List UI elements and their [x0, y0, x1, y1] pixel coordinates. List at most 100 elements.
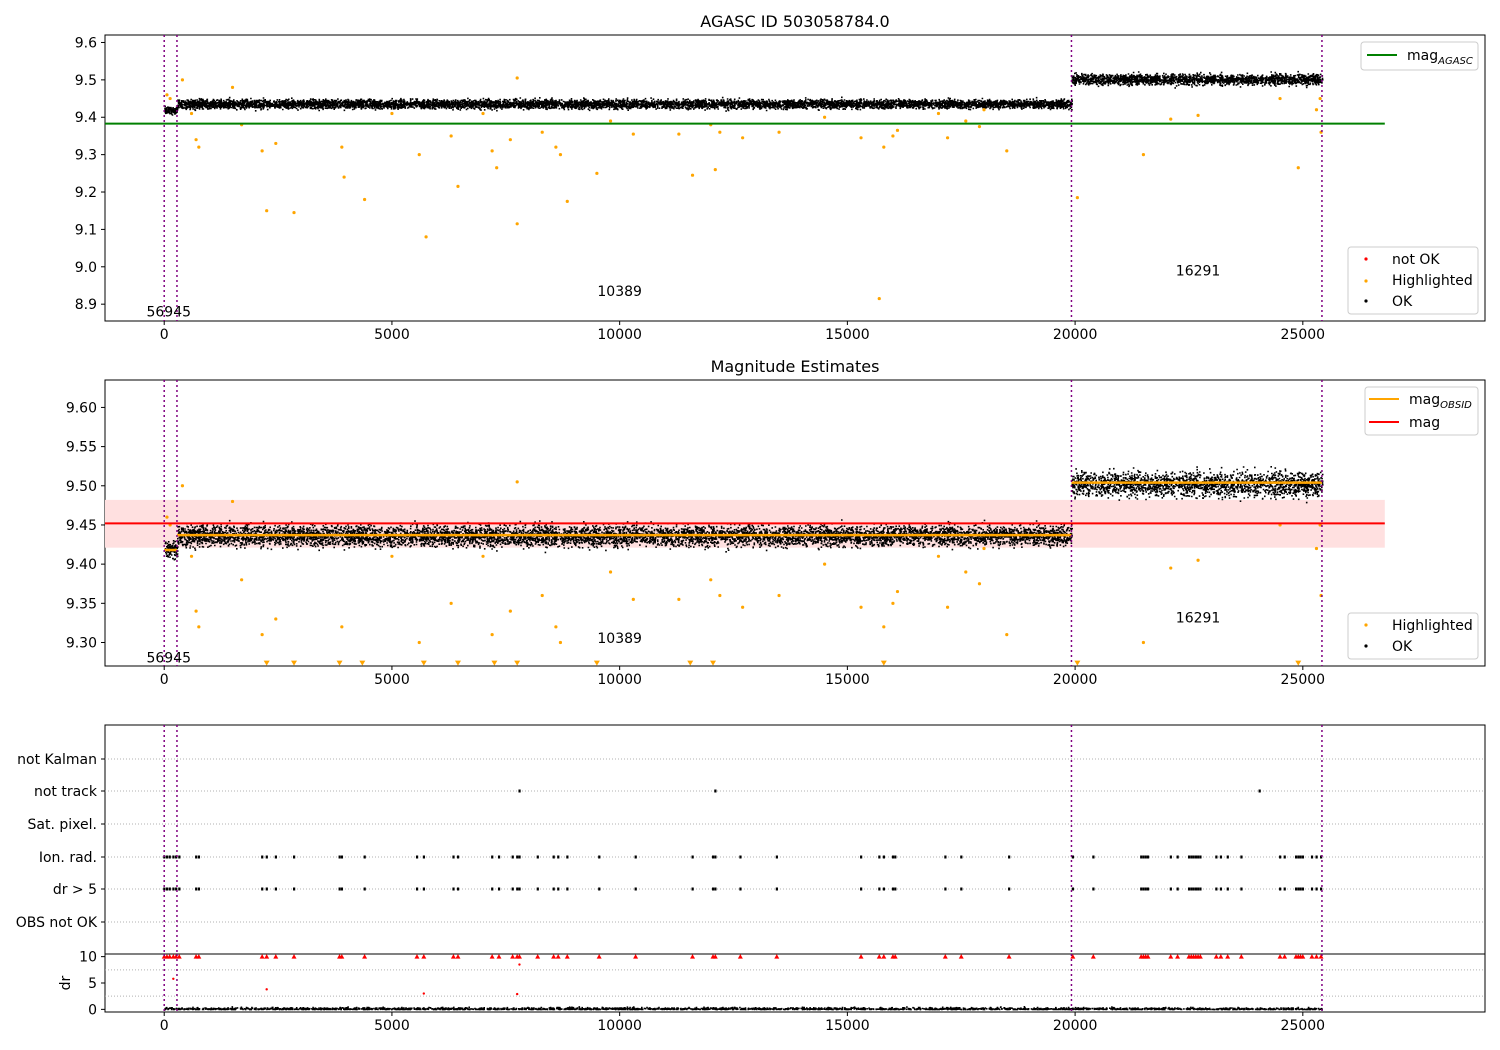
- p4-dr-clipped-marker: [1213, 954, 1219, 959]
- panel-flags: not Kalman not track Sat. pixel. Ion. rad. d…: [16, 724, 1486, 955]
- p3-flag-event: [712, 855, 715, 859]
- p3-flag-event: [197, 855, 201, 859]
- p2-xtick-label: 25000: [1281, 672, 1326, 688]
- p3-flag-event: [422, 887, 426, 891]
- p4-dr-clipped-marker: [876, 954, 882, 959]
- p4-dr-outlier: [518, 963, 521, 966]
- p2-ytick-label: 9.30: [66, 635, 97, 651]
- p1-highlighted-point: [540, 130, 544, 134]
- p1-highlighted-point: [1318, 96, 1322, 101]
- p3-flag-event: [1240, 855, 1243, 859]
- p2-clipped-marker: [291, 660, 298, 666]
- p1-xtick-label: 5000: [374, 327, 410, 343]
- p3-flag-event: [1279, 887, 1282, 891]
- p3-flag-label: Sat. pixel.: [28, 817, 97, 833]
- p3-flag-event: [1144, 855, 1147, 859]
- panel-dr: 0 5000 10000 15000 20000 25000 0 5 10 dr: [58, 950, 1486, 1034]
- p1-highlighted-point: [1296, 166, 1300, 170]
- p3-flag-event: [178, 887, 181, 891]
- p2-highlighted-point: [189, 554, 194, 558]
- p3-flag-event: [1169, 855, 1172, 859]
- p3-flag-event: [960, 855, 963, 859]
- p3-flag-event: [452, 855, 455, 859]
- panel-dr-plot: 0 5000 10000 15000 20000 25000 0 5 10: [79, 950, 1485, 1034]
- p3-flag-event: [511, 855, 514, 859]
- p3-flag-event: [172, 855, 175, 859]
- p3-flag-event: [1301, 855, 1305, 859]
- p1-highlighted-point: [895, 128, 900, 132]
- panel-estimates-plot: 0 5000 10000 15000 20000 25000 9.30 9.35 9.40 9.4…: [66, 380, 1385, 688]
- p3-flag-event: [1297, 887, 1300, 891]
- p1-highlighted-point: [490, 149, 494, 153]
- p3-flag-event: [1240, 887, 1243, 891]
- p1-highlighted-point: [877, 296, 881, 301]
- p4-dr-clipped-marker: [496, 954, 502, 959]
- p1-obs-label: 10389: [597, 284, 642, 300]
- p3-flag-event: [1187, 887, 1191, 891]
- p3-flag-event: [422, 855, 426, 859]
- p3-flag-event: [552, 855, 555, 859]
- p2-ytick-label: 9.60: [66, 400, 97, 416]
- p3-flag-event: [691, 855, 694, 859]
- p1-highlighted-point: [554, 145, 558, 149]
- p3-flag-event: [293, 855, 296, 859]
- p2-obs-label: 10389: [597, 631, 642, 647]
- p2-highlighted-point: [631, 597, 635, 601]
- p4-dr-clipped-marker: [958, 954, 964, 959]
- p4-dr-outlier: [515, 992, 519, 996]
- p3-flag-event: [882, 887, 886, 891]
- p1-highlighted-point: [713, 167, 717, 172]
- p3-flag-event: [1226, 887, 1229, 891]
- legend-not-ok: not OK: [1392, 252, 1440, 268]
- p2-highlighted-point: [1141, 640, 1146, 645]
- p4-dr-clipped-marker: [489, 954, 495, 959]
- p3-flag-event: [739, 855, 742, 859]
- p2-highlighted-point: [554, 625, 558, 629]
- p3-flag-event: [536, 887, 539, 891]
- p3-flag-event: [1315, 887, 1318, 891]
- p4-dr-clipped-marker: [421, 954, 427, 959]
- p4-dr-outlier: [265, 988, 268, 991]
- p1-ok-points-56945: [164, 105, 179, 116]
- p2-highlighted-point: [481, 554, 485, 558]
- p3-flag-event: [944, 855, 947, 859]
- p1-xtick-label: 0: [160, 327, 169, 343]
- p1-highlighted-point: [481, 111, 485, 116]
- p4-dr-clipped-marker: [737, 954, 743, 959]
- p1-highlighted-point: [558, 153, 563, 157]
- p3-flag-event: [516, 887, 519, 891]
- p2-highlighted-point: [390, 554, 394, 558]
- panel-agasc-frame: [104, 34, 1486, 322]
- p3-flag-event: [338, 855, 341, 859]
- p2-xtick-label: 0: [160, 672, 169, 688]
- p2-highlighted-point: [1196, 558, 1200, 562]
- p3-flag-event: [1008, 855, 1011, 859]
- p1-highlighted-point: [265, 209, 269, 213]
- p4-xtick-label: 25000: [1281, 1018, 1326, 1034]
- p3-flag-event: [1190, 855, 1193, 859]
- p4-dr-clipped-marker: [196, 954, 202, 959]
- p2-highlighted-point: [449, 601, 453, 605]
- p4-xtick-label: 20000: [1053, 1018, 1098, 1034]
- p2-clipped-marker: [710, 660, 717, 666]
- p4-dr-clipped-marker: [1313, 954, 1319, 959]
- p3-flag-event: [1310, 855, 1314, 859]
- p2-highlighted-point: [194, 609, 198, 613]
- p4-dr-clipped-marker: [1168, 954, 1174, 959]
- p2-highlighted-point: [558, 640, 563, 645]
- p4-dr-clipped-marker: [564, 954, 570, 959]
- p3-flag-event: [712, 887, 715, 891]
- panel-estimates-legend: magOBSID mag: [1364, 386, 1479, 436]
- p4-dr-clipped-marker: [339, 954, 345, 959]
- p1-ytick-label: 8.9: [75, 297, 97, 313]
- p1-highlighted-point: [189, 111, 194, 116]
- p4-dr-clipped-marker: [455, 954, 461, 959]
- p1-highlighted-point: [495, 166, 499, 170]
- p3-flag-event: [452, 887, 455, 891]
- p1-highlighted-point: [260, 149, 264, 153]
- p1-highlighted-point: [1141, 153, 1146, 157]
- p1-ytick-label: 9.3: [75, 148, 97, 164]
- p3-flag-event: [1279, 855, 1282, 859]
- p2-highlighted-point: [964, 570, 968, 574]
- p4-dr-clipped-marker: [1300, 954, 1306, 959]
